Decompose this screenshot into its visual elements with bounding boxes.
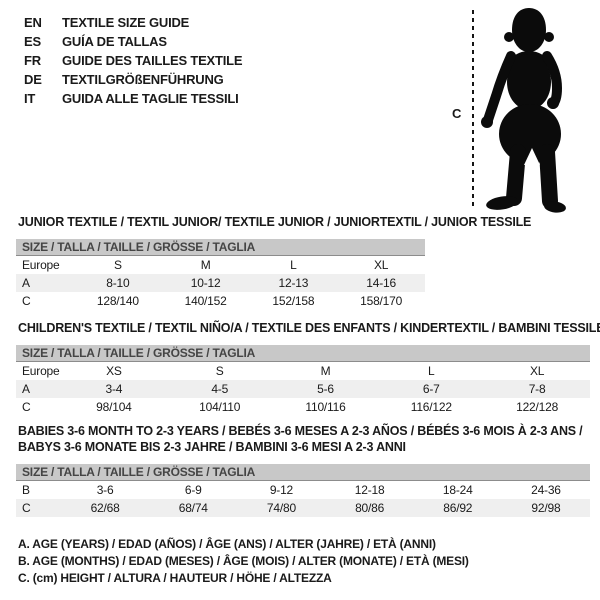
babies-table-title-line1: BABIES 3-6 MONTH TO 2-3 YEARS / BEBÉS 3-… (18, 424, 583, 438)
table-cell: 140/152 (184, 294, 227, 308)
row-label: C (22, 294, 31, 308)
table-cell: 68/74 (178, 501, 208, 515)
table-cell: 7-8 (528, 382, 546, 396)
table-row: Europe S M L XL (16, 256, 425, 274)
table-cell: XL (373, 258, 389, 272)
row-label: C (22, 400, 31, 414)
size-header-bar: SIZE / TALLA / TAILLE / GRÖSSE / TAGLIA (16, 464, 590, 481)
table-cell: 3-6 (96, 483, 114, 497)
table-cell: 24-36 (531, 483, 561, 497)
table-cell: 104/110 (199, 400, 241, 414)
row-label: B (22, 483, 30, 497)
table-cell: L (428, 364, 435, 378)
table-cell: 18-24 (442, 483, 473, 497)
junior-table-title: JUNIOR TEXTILE / TEXTIL JUNIOR/ TEXTILE … (18, 215, 532, 229)
table-row: C 128/140 140/152 152/158 158/170 (16, 292, 425, 310)
table-cell: 116/122 (410, 400, 452, 414)
footnote-b: B. AGE (MONTHS) / EDAD (MESES) / ÂGE (MO… (18, 554, 469, 568)
table-rows: B 3-6 6-9 9-12 12-18 18-24 24-36 C 62/68… (16, 481, 590, 517)
table-cell: 3-4 (105, 382, 123, 396)
language-row-fr: FR GUIDE DES TAILLES TEXTILE (24, 51, 243, 70)
language-code: EN (24, 15, 42, 30)
height-measure-label: C (452, 106, 462, 121)
language-label: GUÍA DE TALLAS (62, 34, 167, 49)
table-row: A 8-10 10-12 12-13 14-16 (16, 274, 425, 292)
table-cell: 80/86 (355, 501, 385, 515)
language-row-de: DE TEXTILGRÖßENFÜHRUNG (24, 70, 242, 89)
table-cell: 12-18 (354, 483, 385, 497)
table-cell: 152/158 (272, 294, 315, 308)
table-row: Europe XS S M L XL (16, 362, 590, 380)
table-cell: 128/140 (96, 294, 139, 308)
table-cell: 98/104 (96, 400, 132, 414)
children-size-table: SIZE / TALLA / TAILLE / GRÖSSE / TAGLIA … (16, 345, 590, 416)
height-dashed-line (472, 10, 474, 207)
table-cell: 92/98 (531, 501, 561, 515)
table-cell: 74/80 (266, 501, 296, 515)
language-label: TEXTILGRÖßENFÜHRUNG (62, 72, 224, 87)
children-table-title: CHILDREN'S TEXTILE / TEXTIL NIÑO/A / TEX… (18, 321, 600, 335)
table-cell: 122/128 (516, 400, 559, 414)
table-cell: XL (529, 364, 545, 378)
table-cell: 6-9 (184, 483, 202, 497)
table-cell: 10-12 (190, 276, 221, 290)
table-cell: 8-10 (106, 276, 130, 290)
language-label: GUIDE DES TAILLES TEXTILE (62, 53, 243, 68)
language-row-it: IT GUIDA ALLE TAGLIE TESSILI (24, 89, 242, 108)
table-rows: Europe S M L XL A 8-10 10-12 12-13 14-16… (16, 256, 425, 310)
table-cell: 5-6 (317, 382, 334, 396)
language-code: FR (24, 53, 41, 68)
table-row: A 3-4 4-5 5-6 6-7 7-8 (16, 380, 590, 398)
language-label: TEXTILE SIZE GUIDE (62, 15, 190, 30)
table-cell: 6-7 (422, 382, 440, 396)
row-label: Europe (22, 258, 60, 272)
table-cell: 12-13 (278, 276, 309, 290)
table-cell: 14-16 (366, 276, 396, 290)
table-rows: Europe XS S M L XL A 3-4 4-5 5-6 6-7 7-8… (16, 362, 590, 416)
row-label: Europe (22, 364, 60, 378)
row-label: A (22, 382, 30, 396)
language-list: EN TEXTILE SIZE GUIDE ES GUÍA DE TALLAS … (24, 13, 243, 108)
table-cell: 4-5 (211, 382, 229, 396)
babies-size-table: SIZE / TALLA / TAILLE / GRÖSSE / TAGLIA … (16, 464, 590, 517)
table-cell: S (113, 258, 122, 272)
table-cell: 110/116 (305, 400, 346, 414)
language-row-en: EN TEXTILE SIZE GUIDE (24, 13, 242, 32)
height-figure: C (440, 0, 600, 215)
footnotes: A. AGE (YEARS) / EDAD (AÑOS) / ÂGE (ANS)… (18, 536, 469, 587)
table-cell: M (320, 364, 331, 378)
language-code: ES (24, 34, 41, 49)
row-label: A (22, 276, 30, 290)
language-code: DE (24, 72, 42, 87)
footnote-a: A. AGE (YEARS) / EDAD (AÑOS) / ÂGE (ANS)… (18, 537, 436, 551)
table-row: C 62/68 68/74 74/80 80/86 86/92 92/98 (16, 499, 590, 517)
table-cell: M (200, 258, 211, 272)
table-cell: XS (106, 364, 122, 378)
language-label: GUIDA ALLE TAGLIE TESSILI (62, 91, 239, 106)
table-cell: 62/68 (90, 501, 120, 515)
babies-table-title-line2: BABYS 3-6 MONATE BIS 2-3 JAHRE / BAMBINI… (18, 440, 406, 454)
baby-silhouette-icon (481, 8, 566, 213)
table-cell: 158/170 (360, 294, 403, 308)
table-cell: L (290, 258, 297, 272)
footnote-c: C. (cm) HEIGHT / ALTURA / HAUTEUR / HÖHE… (18, 571, 332, 585)
row-label: C (22, 501, 31, 515)
table-cell: S (215, 364, 224, 378)
size-header-bar: SIZE / TALLA / TAILLE / GRÖSSE / TAGLIA (16, 345, 590, 362)
size-header-bar: SIZE / TALLA / TAILLE / GRÖSSE / TAGLIA (16, 239, 425, 256)
language-row-es: ES GUÍA DE TALLAS (24, 32, 242, 51)
table-row: C 98/104 104/110 110/116 116/122 122/128 (16, 398, 590, 416)
junior-size-table: SIZE / TALLA / TAILLE / GRÖSSE / TAGLIA … (16, 239, 425, 310)
table-cell: 9-12 (269, 483, 294, 497)
language-code: IT (24, 91, 36, 106)
table-row: B 3-6 6-9 9-12 12-18 18-24 24-36 (16, 481, 590, 499)
table-cell: 86/92 (443, 501, 473, 515)
